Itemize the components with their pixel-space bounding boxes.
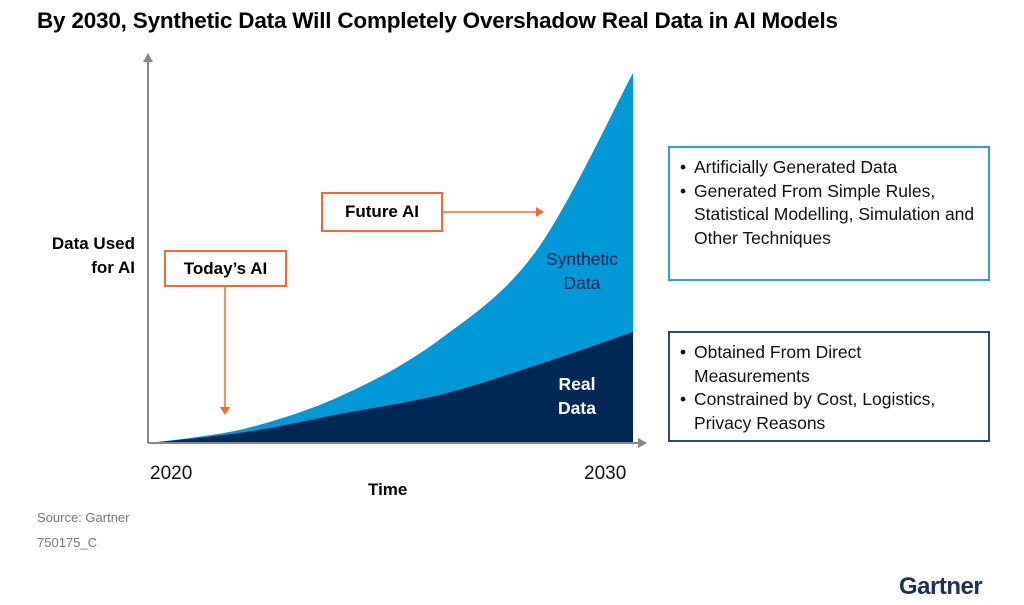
figure-id: 750175_C [37, 535, 97, 550]
future-ai-callout: Future AI [321, 192, 443, 232]
y-axis-label: Data Used for AI [20, 232, 135, 280]
synthetic-bullet: Generated From Simple Rules, Statistical… [680, 180, 978, 251]
real-bullet: Obtained From Direct Measurements [680, 341, 978, 388]
synthetic-label-line: Data [563, 273, 601, 293]
synthetic-bullet: Artificially Generated Data [680, 156, 978, 180]
source-note: Source: Gartner [37, 510, 130, 525]
gartner-logo: Gartner [899, 573, 983, 600]
real-data-area [150, 332, 633, 443]
y-axis-label-line: Data Used [51, 234, 135, 253]
y-axis-arrow-icon [143, 53, 153, 62]
chart-title: By 2030, Synthetic Data Will Completely … [37, 8, 838, 33]
x-tick-label: 2020 [150, 463, 193, 484]
today-ai-callout: Today’s AI [164, 250, 287, 287]
synthetic-label-line: Synthetic [546, 249, 618, 269]
real-label-line: Real [558, 374, 596, 394]
real-bullet: Constrained by Cost, Logistics, Privacy … [680, 388, 978, 435]
real-data-label: Real Data [537, 372, 617, 420]
x-axis-label: Time [368, 480, 408, 499]
y-axis-label-line: for AI [91, 258, 135, 277]
x-tick-label: 2030 [584, 463, 627, 484]
real-data-description-box: Obtained From Direct Measurements Constr… [668, 331, 990, 442]
synthetic-data-area [150, 73, 633, 443]
synthetic-data-description-box: Artificially Generated Data Generated Fr… [668, 146, 990, 281]
future-ai-arrowhead-icon [536, 207, 544, 217]
real-label-line: Data [558, 398, 596, 418]
synthetic-data-label: Synthetic Data [527, 247, 637, 295]
x-axis-arrow-icon [638, 438, 647, 448]
today-ai-arrowhead-icon [220, 407, 230, 415]
